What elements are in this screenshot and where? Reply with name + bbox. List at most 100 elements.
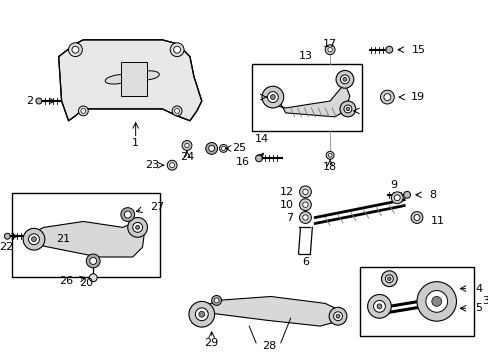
Polygon shape bbox=[29, 220, 144, 257]
Circle shape bbox=[302, 189, 307, 194]
Circle shape bbox=[86, 254, 100, 268]
Circle shape bbox=[299, 199, 311, 211]
Circle shape bbox=[327, 154, 331, 157]
Text: 6: 6 bbox=[301, 257, 308, 267]
Circle shape bbox=[188, 301, 214, 327]
Circle shape bbox=[195, 308, 208, 321]
Text: 27: 27 bbox=[150, 202, 164, 212]
Polygon shape bbox=[200, 297, 339, 326]
Circle shape bbox=[346, 107, 349, 111]
Circle shape bbox=[167, 160, 177, 170]
Circle shape bbox=[302, 215, 307, 220]
Circle shape bbox=[205, 143, 217, 154]
Ellipse shape bbox=[105, 75, 130, 84]
Circle shape bbox=[340, 75, 348, 84]
Circle shape bbox=[174, 108, 179, 113]
Circle shape bbox=[425, 291, 447, 312]
Text: 15: 15 bbox=[411, 45, 425, 55]
Circle shape bbox=[393, 195, 399, 201]
Circle shape bbox=[170, 43, 183, 57]
Circle shape bbox=[28, 234, 40, 245]
Text: 4: 4 bbox=[474, 284, 481, 294]
Circle shape bbox=[219, 144, 227, 152]
Text: 16: 16 bbox=[236, 157, 250, 167]
Circle shape bbox=[302, 202, 307, 207]
Text: 8: 8 bbox=[428, 190, 435, 200]
Text: 24: 24 bbox=[180, 152, 194, 162]
Circle shape bbox=[214, 298, 219, 303]
Circle shape bbox=[121, 208, 134, 221]
Text: 17: 17 bbox=[323, 39, 337, 49]
Circle shape bbox=[90, 257, 97, 264]
Text: 14: 14 bbox=[255, 134, 269, 144]
Text: 26: 26 bbox=[59, 276, 73, 286]
Circle shape bbox=[335, 71, 353, 88]
Circle shape bbox=[135, 225, 139, 229]
Circle shape bbox=[124, 211, 131, 218]
Text: 3: 3 bbox=[481, 296, 488, 306]
Bar bbox=[359, 267, 473, 336]
Bar bbox=[12, 193, 160, 277]
Circle shape bbox=[367, 294, 390, 318]
Circle shape bbox=[208, 145, 214, 151]
Circle shape bbox=[169, 163, 174, 168]
Circle shape bbox=[333, 312, 342, 321]
Circle shape bbox=[335, 314, 339, 318]
Circle shape bbox=[270, 95, 275, 100]
Text: 18: 18 bbox=[323, 162, 337, 172]
Circle shape bbox=[267, 92, 278, 103]
Text: 9: 9 bbox=[390, 180, 397, 190]
Circle shape bbox=[385, 46, 392, 53]
Text: 10: 10 bbox=[279, 200, 293, 210]
Circle shape bbox=[184, 143, 189, 148]
Polygon shape bbox=[59, 40, 202, 121]
Circle shape bbox=[339, 101, 355, 117]
Circle shape bbox=[221, 147, 225, 150]
Text: 1: 1 bbox=[132, 139, 139, 148]
Circle shape bbox=[325, 45, 334, 55]
Circle shape bbox=[36, 98, 42, 104]
Text: 11: 11 bbox=[430, 216, 444, 226]
Circle shape bbox=[299, 212, 311, 224]
Circle shape bbox=[376, 304, 381, 309]
Text: 28: 28 bbox=[261, 341, 275, 351]
Text: 7: 7 bbox=[286, 212, 293, 222]
Polygon shape bbox=[272, 83, 349, 117]
Circle shape bbox=[410, 212, 422, 224]
Circle shape bbox=[23, 228, 45, 250]
Circle shape bbox=[81, 108, 85, 113]
Circle shape bbox=[72, 46, 79, 53]
Bar bbox=[121, 62, 147, 96]
Circle shape bbox=[132, 222, 142, 232]
Circle shape bbox=[403, 192, 410, 198]
Text: 21: 21 bbox=[57, 234, 70, 244]
Circle shape bbox=[373, 301, 385, 312]
Circle shape bbox=[173, 46, 180, 53]
Text: 2: 2 bbox=[26, 96, 34, 106]
Circle shape bbox=[199, 311, 204, 317]
Circle shape bbox=[211, 296, 221, 305]
Circle shape bbox=[78, 106, 88, 116]
Circle shape bbox=[380, 90, 393, 104]
Text: 29: 29 bbox=[204, 338, 218, 348]
Circle shape bbox=[89, 274, 97, 282]
Circle shape bbox=[343, 105, 351, 113]
Text: 25: 25 bbox=[232, 143, 246, 153]
Ellipse shape bbox=[135, 71, 159, 80]
Text: 20: 20 bbox=[79, 278, 93, 288]
Circle shape bbox=[385, 275, 392, 283]
Circle shape bbox=[299, 186, 311, 198]
Circle shape bbox=[390, 192, 402, 204]
Text: 19: 19 bbox=[410, 92, 425, 102]
Circle shape bbox=[4, 233, 10, 239]
Circle shape bbox=[325, 151, 333, 159]
Circle shape bbox=[342, 77, 346, 81]
Circle shape bbox=[262, 86, 283, 108]
Circle shape bbox=[328, 307, 346, 325]
Circle shape bbox=[182, 140, 191, 150]
Circle shape bbox=[383, 94, 390, 100]
Circle shape bbox=[255, 155, 262, 162]
Text: 22: 22 bbox=[0, 242, 14, 252]
Circle shape bbox=[387, 277, 390, 280]
Circle shape bbox=[431, 297, 441, 306]
